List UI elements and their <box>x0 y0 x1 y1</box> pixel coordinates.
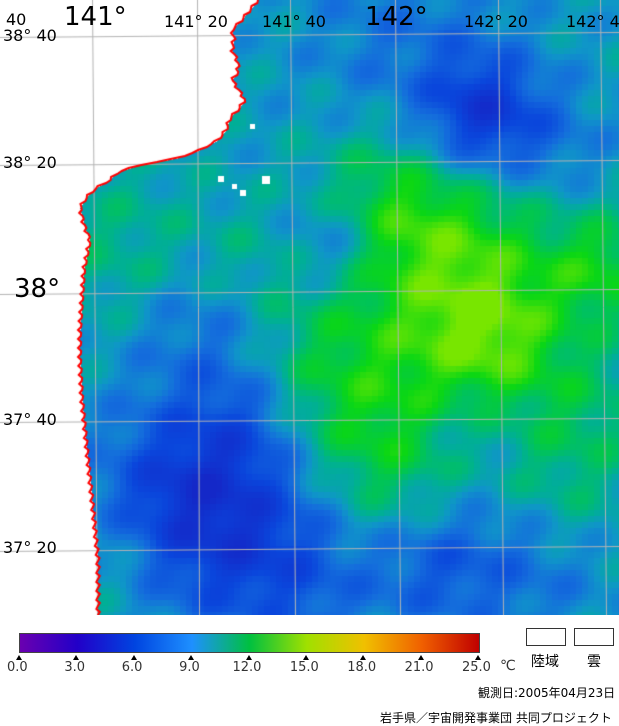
lat-label-38-40: 38° 40 <box>3 26 57 45</box>
colorbar-tick-label: 15.0 <box>289 660 319 675</box>
cloud-legend-swatch <box>574 628 614 646</box>
colorbar-tick-label: 6.0 <box>121 660 143 675</box>
colorbar-tick-mark <box>188 655 195 660</box>
colorbar-tick-mark <box>73 655 80 660</box>
colorbar-tick-label: 3.0 <box>64 660 86 675</box>
lon-label-142: 142° <box>365 2 428 32</box>
colorbar-tick-label: 9.0 <box>179 660 200 675</box>
colorbar-tick-mark <box>417 655 424 660</box>
lat-label-38: 38° <box>14 274 61 304</box>
lon-label-142-40-partial: 142° 4 <box>566 12 619 31</box>
colorbar-tick-mark <box>302 655 309 660</box>
lon-label-141-40: 141° 40 <box>262 12 326 31</box>
land-legend-label: 陸域 <box>531 654 559 670</box>
lat-label-37-40: 37° 40 <box>3 410 57 429</box>
observation-date: 観測日:2005年04月23日 <box>478 686 616 700</box>
temperature-unit: ℃ <box>500 658 516 674</box>
lat-label-37-20: 37° 20 <box>3 538 57 557</box>
colorbar-tick-mark <box>245 655 252 660</box>
lat-label-38-20: 38° 20 <box>3 153 57 172</box>
temperature-colorbar <box>19 633 480 653</box>
colorbar-tick-mark <box>360 655 367 660</box>
cloud-legend-label: 雲 <box>587 654 601 670</box>
colorbar-tick-mark <box>475 655 481 660</box>
colorbar-tick-label: 18.0 <box>347 660 377 675</box>
colorbar-tick-label: 12.0 <box>232 660 262 675</box>
credit-text: 岩手県／宇宙開発事業団 共同プロジェクト <box>380 711 612 725</box>
colorbar-tick-mark <box>130 655 137 660</box>
lon-label-142-20: 142° 20 <box>464 12 528 31</box>
colorbar-tick-label: 0.0 <box>7 660 28 675</box>
sea-surface-temperature-map <box>0 0 619 615</box>
land-legend-swatch <box>526 628 566 646</box>
lon-label-partial: 40 <box>6 10 27 29</box>
colorbar-tick-mark <box>16 655 22 660</box>
lon-label-141-20: 141° 20 <box>164 12 228 31</box>
colorbar-tick-label: 25.0 <box>462 660 491 675</box>
colorbar-tick-label: 21.0 <box>404 660 434 675</box>
lon-label-141: 141° <box>64 2 127 32</box>
